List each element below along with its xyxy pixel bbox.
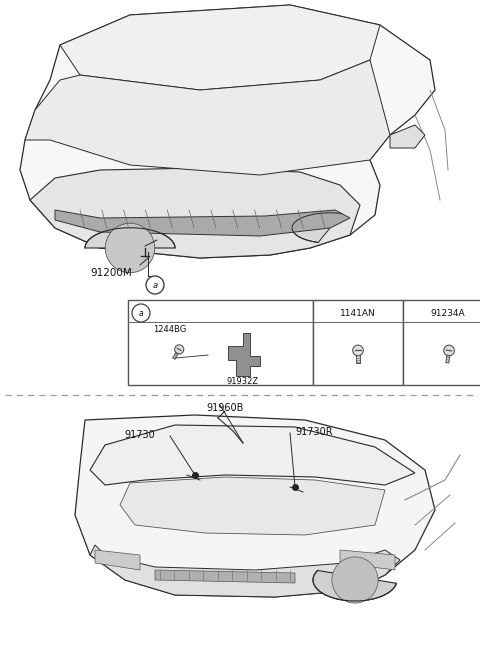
Text: 91730R: 91730R (295, 427, 333, 437)
Circle shape (332, 557, 378, 603)
Text: 91200M: 91200M (90, 268, 132, 278)
Bar (173, 351, 179, 359)
Text: 1244BG: 1244BG (154, 325, 187, 335)
Polygon shape (90, 425, 415, 485)
Bar (446, 353, 450, 363)
Text: 91960B: 91960B (206, 403, 244, 413)
Text: 91932Z: 91932Z (227, 377, 259, 386)
Polygon shape (155, 570, 295, 583)
Circle shape (353, 345, 363, 356)
Bar (313, 300, 403, 385)
Polygon shape (120, 477, 385, 535)
Text: 91234A: 91234A (431, 310, 465, 319)
Polygon shape (60, 5, 380, 90)
Polygon shape (30, 168, 360, 258)
Bar (357, 353, 360, 363)
Bar (128, 300, 313, 385)
Polygon shape (340, 550, 395, 570)
Polygon shape (55, 210, 350, 236)
Circle shape (444, 345, 455, 356)
Circle shape (105, 223, 155, 273)
Text: a: a (139, 308, 144, 318)
Circle shape (146, 276, 164, 294)
Polygon shape (85, 228, 175, 248)
Polygon shape (90, 545, 400, 597)
Circle shape (175, 345, 184, 354)
Polygon shape (390, 125, 425, 148)
Polygon shape (25, 60, 390, 175)
Polygon shape (228, 333, 260, 376)
Text: a: a (153, 281, 157, 289)
Text: 1141AN: 1141AN (340, 310, 376, 319)
Polygon shape (313, 571, 396, 601)
Text: 91730: 91730 (125, 430, 156, 440)
Polygon shape (292, 213, 342, 243)
Circle shape (132, 304, 150, 322)
Polygon shape (20, 5, 435, 258)
Polygon shape (75, 415, 435, 597)
Bar (403, 300, 480, 385)
Polygon shape (95, 550, 140, 570)
